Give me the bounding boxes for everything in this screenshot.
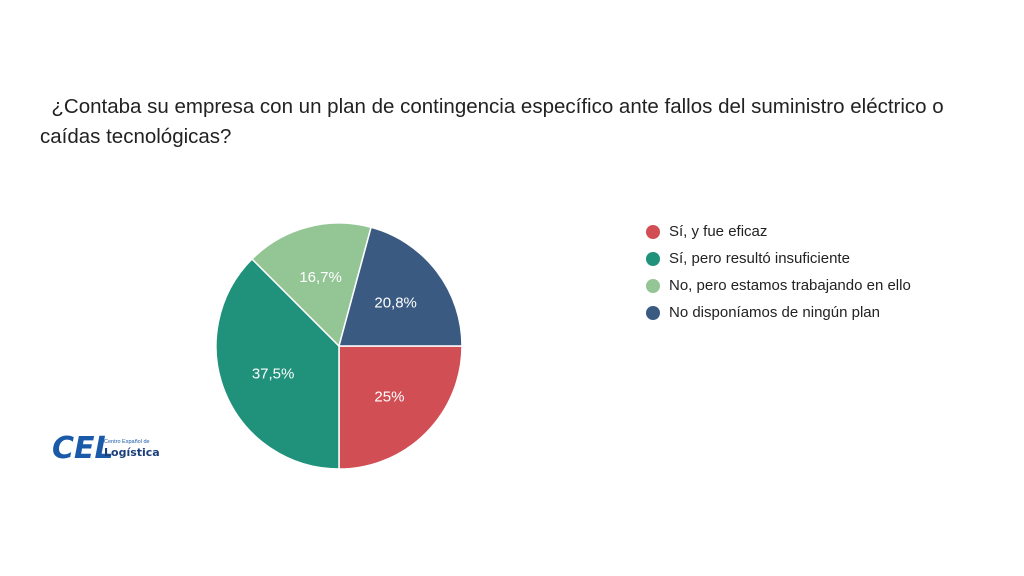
legend-swatch	[646, 305, 660, 320]
chart-legend: Sí, y fue eficaz Sí, pero resultó insufic…	[646, 218, 911, 326]
slice-label-3: 16,7%	[299, 269, 342, 286]
legend-label: Sí, y fue eficaz	[669, 223, 768, 240]
slice-label-1: 25%	[374, 388, 404, 405]
legend-item-3: No, pero estamos trabajando en ello	[646, 272, 911, 299]
legend-label: No, pero estamos trabajando en ello	[669, 277, 911, 294]
legend-item-4: No disponíamos de ningún plan	[646, 299, 911, 326]
legend-swatch	[646, 224, 660, 239]
pie-slice-3	[250, 222, 373, 348]
legend-label: No disponíamos de ningún plan	[669, 304, 880, 321]
legend-item-1: Sí, y fue eficaz	[646, 218, 911, 245]
logo-small-text: Centro Español de	[104, 439, 150, 445]
pie-slice-2	[215, 257, 340, 470]
pie-slice-1	[338, 345, 463, 470]
slice-label-2: 37,5%	[252, 365, 295, 382]
slice-label-4: 20,8%	[374, 295, 417, 312]
legend-swatch	[646, 278, 660, 293]
pie-slice-4	[338, 226, 463, 347]
legend-swatch	[646, 251, 660, 266]
logo-sub-text: Logística	[104, 446, 160, 459]
cel-logo: CEL Centro Español de Logística	[52, 431, 160, 466]
logo-main-text: CEL	[52, 431, 114, 466]
legend-label: Sí, pero resultó insuficiente	[669, 250, 850, 267]
chart-title: ¿Contaba su empresa con un plan de conti…	[40, 95, 950, 148]
legend-item-2: Sí, pero resultó insuficiente	[646, 245, 911, 272]
